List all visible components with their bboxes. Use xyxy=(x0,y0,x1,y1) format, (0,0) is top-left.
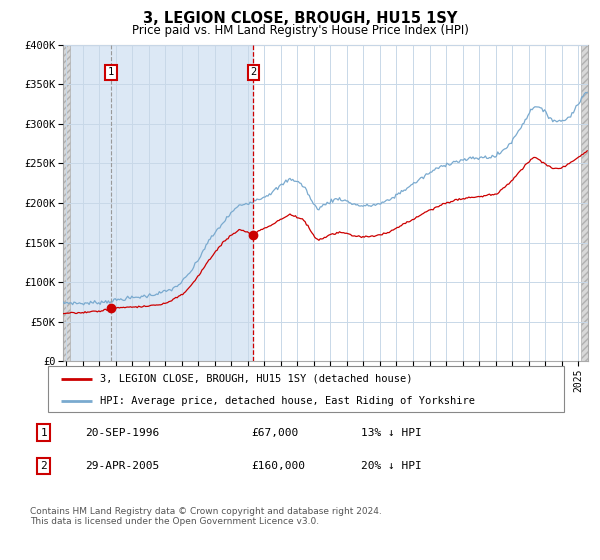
Text: 13% ↓ HPI: 13% ↓ HPI xyxy=(361,428,422,437)
Text: 3, LEGION CLOSE, BROUGH, HU15 1SY: 3, LEGION CLOSE, BROUGH, HU15 1SY xyxy=(143,11,457,26)
Text: 1: 1 xyxy=(40,428,47,437)
Text: 2: 2 xyxy=(40,461,47,471)
Bar xyxy=(63,45,70,361)
Bar xyxy=(581,45,592,361)
Text: 3, LEGION CLOSE, BROUGH, HU15 1SY (detached house): 3, LEGION CLOSE, BROUGH, HU15 1SY (detac… xyxy=(100,374,412,384)
Text: Contains HM Land Registry data © Crown copyright and database right 2024.
This d: Contains HM Land Registry data © Crown c… xyxy=(30,507,382,526)
Text: 20% ↓ HPI: 20% ↓ HPI xyxy=(361,461,422,471)
Text: 2: 2 xyxy=(250,68,256,77)
Text: £160,000: £160,000 xyxy=(251,461,305,471)
Text: Price paid vs. HM Land Registry's House Price Index (HPI): Price paid vs. HM Land Registry's House … xyxy=(131,24,469,36)
Text: 1: 1 xyxy=(108,68,115,77)
Text: HPI: Average price, detached house, East Riding of Yorkshire: HPI: Average price, detached house, East… xyxy=(100,396,475,407)
FancyBboxPatch shape xyxy=(48,366,564,412)
Text: £67,000: £67,000 xyxy=(251,428,298,437)
Text: 20-SEP-1996: 20-SEP-1996 xyxy=(85,428,160,437)
Text: 29-APR-2005: 29-APR-2005 xyxy=(85,461,160,471)
Bar xyxy=(63,45,253,361)
